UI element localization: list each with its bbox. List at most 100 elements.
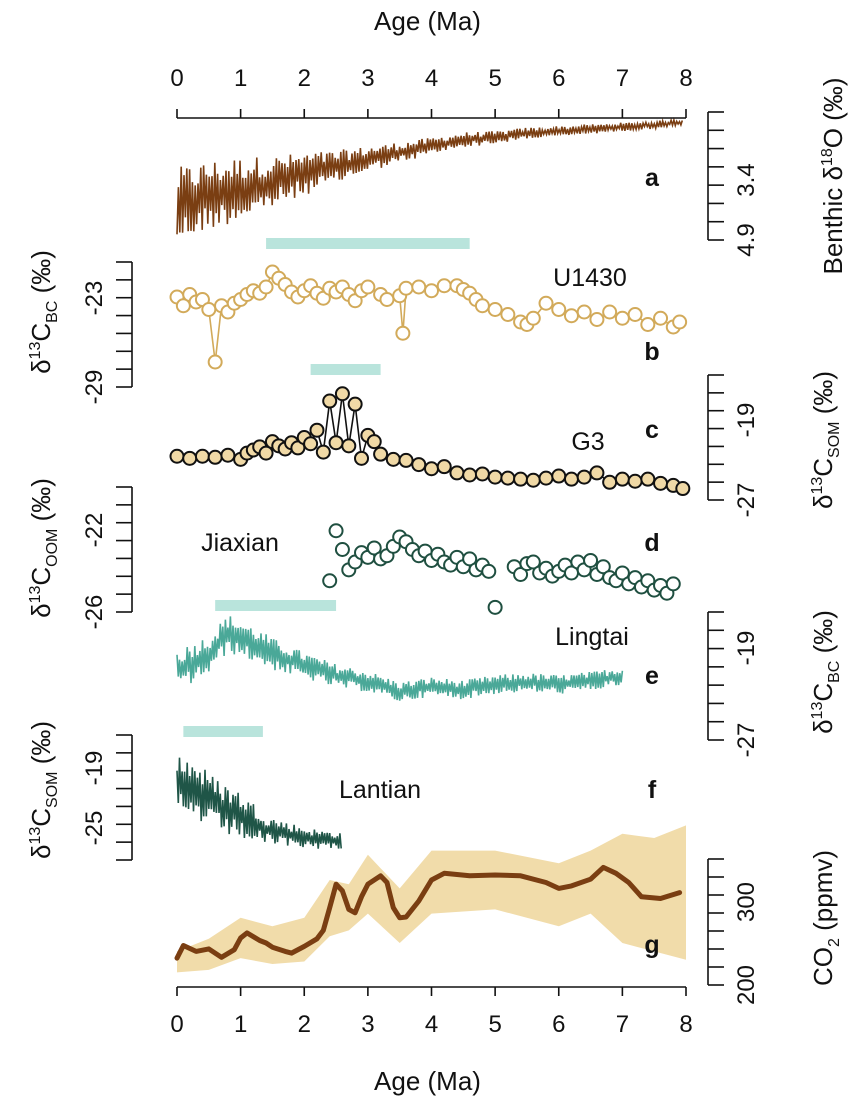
panel-c-data-point (411, 457, 427, 473)
panel-c-data-point (474, 466, 490, 482)
panel-b-letter: b (644, 338, 659, 366)
panel-d-data-point (665, 576, 681, 592)
top-x-tick-label: 0 (170, 65, 183, 92)
panel-d-y-tick-label: -22 (81, 513, 108, 548)
panel-c-data-point (675, 481, 691, 497)
panel-g-y-tick-label: 300 (733, 882, 760, 922)
top-x-tick-label: 3 (361, 65, 374, 92)
confidence-bands (177, 825, 686, 973)
panel-d-data-point (462, 551, 478, 567)
axis-title-part: 13 (27, 827, 44, 845)
axis-title-part: δ (808, 495, 838, 509)
axis-title-part: 13 (809, 477, 826, 495)
panel-b-data-point (589, 312, 605, 327)
axis-title-part: δ (808, 719, 838, 733)
panel-c-data-point (182, 450, 198, 466)
panel-c-data-point (347, 396, 363, 412)
axis-title-part: (ppmv) (808, 850, 838, 938)
panel-b-data-point (500, 307, 516, 322)
panel-b-data-point (411, 279, 427, 295)
panel-f-highlight-bar (183, 726, 263, 737)
panel-b-data-point (395, 325, 411, 341)
axis-title-part: 13 (27, 586, 44, 604)
panel-b-y-axis-title: δ13CBC (‰) (26, 250, 61, 374)
axis-title-part: 13 (809, 702, 826, 720)
bottom-x-tick-label: 6 (552, 1011, 565, 1038)
axis-title-part: C (808, 683, 838, 702)
panel-b-highlight-bar (266, 238, 470, 249)
panel-e-y-tick-label: -19 (733, 631, 760, 666)
bottom-x-tick-label: 1 (234, 1011, 247, 1038)
panel-d-data-point (481, 563, 497, 579)
panel-c-data-point (614, 471, 630, 487)
panel-b-data-point (551, 302, 567, 317)
panel-c-site-name: G3 (571, 428, 604, 456)
panel-c-data-point (627, 473, 643, 489)
panel-a-letter: a (645, 164, 660, 192)
axis-title-part: (‰) (26, 250, 56, 301)
panel-c-data-point (322, 393, 338, 409)
axis-title-part: C (26, 323, 56, 342)
panel-g-co2-line (174, 864, 683, 961)
top-x-tick-label: 6 (552, 65, 565, 92)
bottom-x-tick-label: 5 (488, 1011, 501, 1038)
axis-title-part: SOM (44, 772, 61, 808)
panel-d-data-point (322, 573, 338, 589)
panel-f-y-tick-label: -19 (81, 751, 108, 786)
panel-c-data-point (398, 452, 414, 468)
panel-e-y-tick-label: -27 (733, 723, 760, 758)
axis-title-part: 13 (27, 342, 44, 360)
panel-b-y-tick-label: -23 (81, 281, 108, 316)
panel-c-data-point (373, 446, 389, 462)
panel-e-highlight-bar (215, 600, 337, 611)
panel-g-y-tick-label: 200 (733, 965, 760, 1005)
axis-title-part: (‰) (26, 478, 56, 529)
panel-d-y-axis-title: δ13COOM (‰) (26, 478, 61, 618)
panel-c-data-point (334, 386, 350, 402)
panel-f-y-tick-label: -25 (81, 811, 108, 846)
panel-c-data-point (602, 474, 618, 490)
panel-d-data-point (583, 552, 599, 568)
axis-title-part: (‰) (808, 371, 838, 422)
axis-title-part: (‰) (26, 721, 56, 772)
axis-title-part: O (‰) (818, 78, 848, 149)
bottom-x-tick-label: 2 (298, 1011, 311, 1038)
panel-b-y-tick-label: -29 (81, 370, 108, 405)
panel-c-data-point (589, 465, 605, 481)
panel-b-data-point (576, 304, 592, 320)
panel-c-data-point (576, 469, 592, 485)
panel-e-series-line (176, 616, 624, 701)
panel-d-data-point (513, 567, 529, 582)
panel-c-data-point (640, 471, 656, 487)
panel-c-y-tick-label: -27 (733, 483, 760, 518)
panel-b-data-point (538, 295, 554, 311)
panel-b-data-point (207, 354, 223, 370)
panel-c-letter: c (645, 416, 659, 444)
panel-c-data-point (315, 444, 331, 460)
panel-g-uncertainty-band (177, 825, 686, 973)
panel-c-data-point (462, 467, 478, 483)
bottom-x-tick-label: 4 (425, 1011, 438, 1038)
panel-a-y-tick-label: 3.4 (733, 163, 760, 196)
axis-title-part: (‰) (808, 610, 838, 661)
panel-c-data-point (328, 435, 344, 451)
axis-title-part: C (808, 458, 838, 477)
axis-title-part: δ (26, 845, 56, 859)
panel-c-data-point (487, 469, 503, 485)
panel-c-data-point (500, 470, 516, 486)
panel-c-data-point (436, 459, 452, 475)
panel-f-y-axis-title: δ13CSOM (‰) (26, 721, 61, 859)
axis-title-part: 18 (819, 148, 836, 166)
panel-c-data-point (513, 471, 529, 487)
panel-d-letter: d (644, 529, 659, 557)
panel-b-data-point (653, 310, 669, 326)
panel-d-data-point (614, 565, 630, 581)
axis-title-part: SOM (826, 422, 843, 458)
panel-c-highlight-bar (310, 364, 381, 375)
panel-d-data-point (525, 554, 541, 570)
panel-c-data-point (563, 471, 579, 487)
panel-g-letter: g (644, 931, 659, 959)
bottom-x-tick-label: 7 (616, 1011, 629, 1038)
panel-a-series-line (176, 116, 684, 235)
